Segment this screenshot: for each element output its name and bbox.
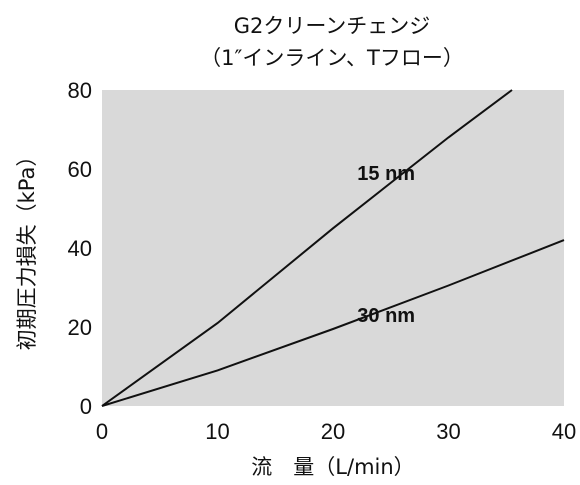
x-tick-label: 40	[552, 419, 576, 444]
series-line-1	[101, 89, 513, 407]
plot-area	[102, 90, 564, 406]
tick-layer: 0 10 20 30 40 0 20 40 60 80	[68, 78, 577, 444]
chart-subtitle: （1″インライン、Tフロー）	[200, 46, 464, 70]
series-label-1: 15 nm	[357, 163, 415, 185]
x-tick-label: 30	[436, 419, 460, 444]
y-axis-label: 初期圧力損失（kPa）	[15, 146, 39, 351]
x-tick-label: 10	[205, 419, 229, 444]
y-tick-label: 80	[68, 78, 92, 103]
series-label-2: 30 nm	[357, 305, 415, 327]
series-label-layer: 15 nm 30 nm	[357, 163, 415, 327]
y-tick-label: 40	[68, 236, 92, 261]
series-layer	[101, 89, 565, 407]
x-axis-label: 流 量（L/min）	[251, 455, 414, 479]
series-line-2	[101, 239, 565, 407]
y-tick-label: 60	[68, 157, 92, 182]
y-tick-label: 20	[68, 315, 92, 340]
x-tick-label: 20	[321, 419, 345, 444]
y-tick-label: 0	[80, 394, 92, 419]
x-tick-label: 0	[96, 419, 108, 444]
chart-title: G2クリーンチェンジ	[234, 14, 431, 38]
